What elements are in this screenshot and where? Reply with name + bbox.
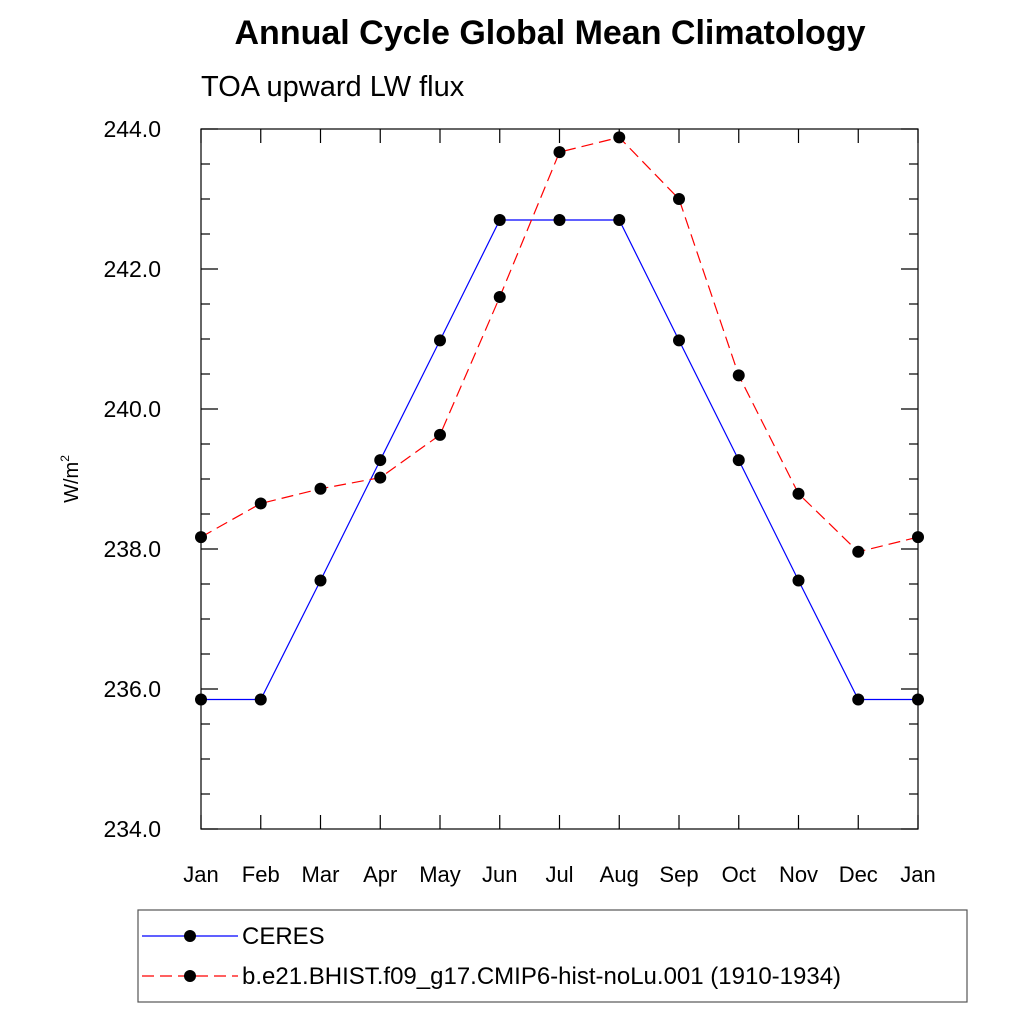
x-tick-label: Jan: [900, 862, 935, 887]
series-line: [200, 136, 919, 553]
y-tick-label: 240.0: [103, 396, 161, 422]
series-layer: [195, 131, 924, 706]
y-axis-label: W/m2: [58, 455, 83, 503]
data-point: [852, 545, 865, 558]
data-point: [553, 214, 566, 226]
chart-subtitle: TOA upward LW flux: [201, 71, 465, 103]
data-point: [792, 487, 805, 500]
plot-frame: [200, 128, 919, 830]
x-tick-label: Feb: [242, 862, 280, 887]
data-point: [195, 693, 207, 706]
data-point: [374, 471, 387, 484]
axis-ticks: [200, 128, 919, 830]
data-point: [673, 193, 685, 205]
data-point: [553, 146, 566, 159]
y-tick-label: 238.0: [103, 536, 161, 562]
y-tick-label: 244.0: [103, 116, 161, 142]
x-tick-label: Dec: [839, 862, 878, 887]
y-axis-label-superscript: 2: [58, 455, 72, 462]
x-tick-label: May: [419, 862, 461, 887]
legend-label: b.e21.BHIST.f09_g17.CMIP6-hist-noLu.001 …: [242, 963, 841, 990]
data-point: [912, 531, 924, 544]
x-tick-label: Mar: [302, 862, 340, 887]
legend-swatch-marker: [184, 930, 196, 942]
data-point: [912, 693, 924, 706]
legend: CERES b.e21.BHIST.f09_g17.CMIP6-hist-noLu…: [137, 909, 968, 1003]
x-tick-label: Aug: [600, 862, 639, 887]
series-2: [195, 131, 924, 558]
x-tick-label: Nov: [779, 862, 818, 887]
data-point: [493, 214, 506, 226]
data-point: [493, 291, 506, 303]
legend-swatch-marker: [184, 970, 196, 982]
data-point: [314, 574, 327, 587]
chart-title: Annual Cycle Global Mean Climatology: [234, 14, 866, 52]
data-point: [673, 334, 685, 347]
legend-label: CERES: [242, 923, 325, 950]
y-tick-label: 234.0: [103, 816, 161, 842]
x-tick-label: Oct: [722, 862, 756, 887]
y-axis-label-base: W/m: [61, 462, 83, 503]
y-tick-labels: 234.0 236.0 238.0 240.0 242.0 244.0: [103, 116, 161, 842]
x-tick-label: Jul: [545, 862, 573, 887]
series-line: [201, 219, 918, 701]
series-1: [195, 214, 924, 706]
data-point: [374, 454, 387, 467]
data-point: [792, 574, 805, 587]
data-point: [852, 693, 865, 706]
y-tick-label: 236.0: [103, 676, 161, 702]
data-point: [314, 482, 327, 495]
data-point: [613, 214, 626, 226]
data-point: [434, 428, 446, 441]
data-point: [732, 369, 745, 382]
data-point: [434, 334, 446, 347]
data-point: [732, 454, 745, 467]
data-point: [254, 693, 267, 706]
x-tick-label: Jan: [183, 862, 218, 887]
data-point: [613, 131, 626, 144]
x-tick-label: Sep: [659, 862, 698, 887]
x-tick-labels: Jan Feb Mar Apr May Jun Jul Aug Sep Oct Nov Dec Jan: [183, 862, 935, 887]
x-tick-label: Jun: [482, 862, 517, 887]
x-tick-label: Apr: [363, 862, 397, 887]
data-point: [254, 497, 267, 510]
data-point: [195, 531, 207, 544]
y-tick-label: 242.0: [103, 256, 161, 282]
legend-box: [137, 909, 968, 1003]
